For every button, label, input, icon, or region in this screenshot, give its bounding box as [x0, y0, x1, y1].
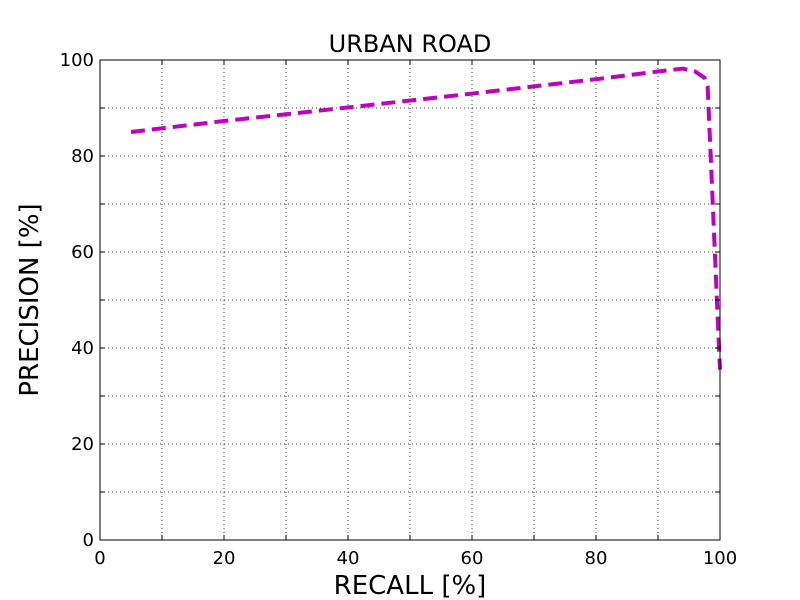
x-axis-label: RECALL [%] — [334, 571, 487, 600]
x-tick-label: 60 — [461, 548, 484, 569]
series-lines — [130, 66, 722, 370]
y-tick-label: 20 — [71, 434, 94, 455]
ticks — [99, 59, 721, 541]
x-tick-label: 20 — [213, 548, 236, 569]
y-axis-label: PRECISION [%] — [15, 203, 45, 396]
y-tick-label: 80 — [71, 146, 94, 167]
y-tick-label: 100 — [60, 50, 94, 71]
y-tick-label: 0 — [83, 530, 94, 551]
y-tick-labels: 0 20 40 60 80 100 — [60, 50, 94, 551]
series-line — [130, 66, 722, 370]
y-tick-label: 60 — [71, 242, 94, 263]
grid — [100, 60, 720, 540]
chart-title: URBAN ROAD — [329, 30, 492, 58]
x-tick-labels: 0 20 40 60 80 100 — [94, 548, 737, 569]
x-tick-label: 80 — [585, 548, 608, 569]
x-tick-label: 100 — [703, 548, 737, 569]
x-tick-label: 0 — [94, 548, 105, 569]
y-tick-label: 40 — [71, 338, 94, 359]
x-tick-label: 40 — [337, 548, 360, 569]
